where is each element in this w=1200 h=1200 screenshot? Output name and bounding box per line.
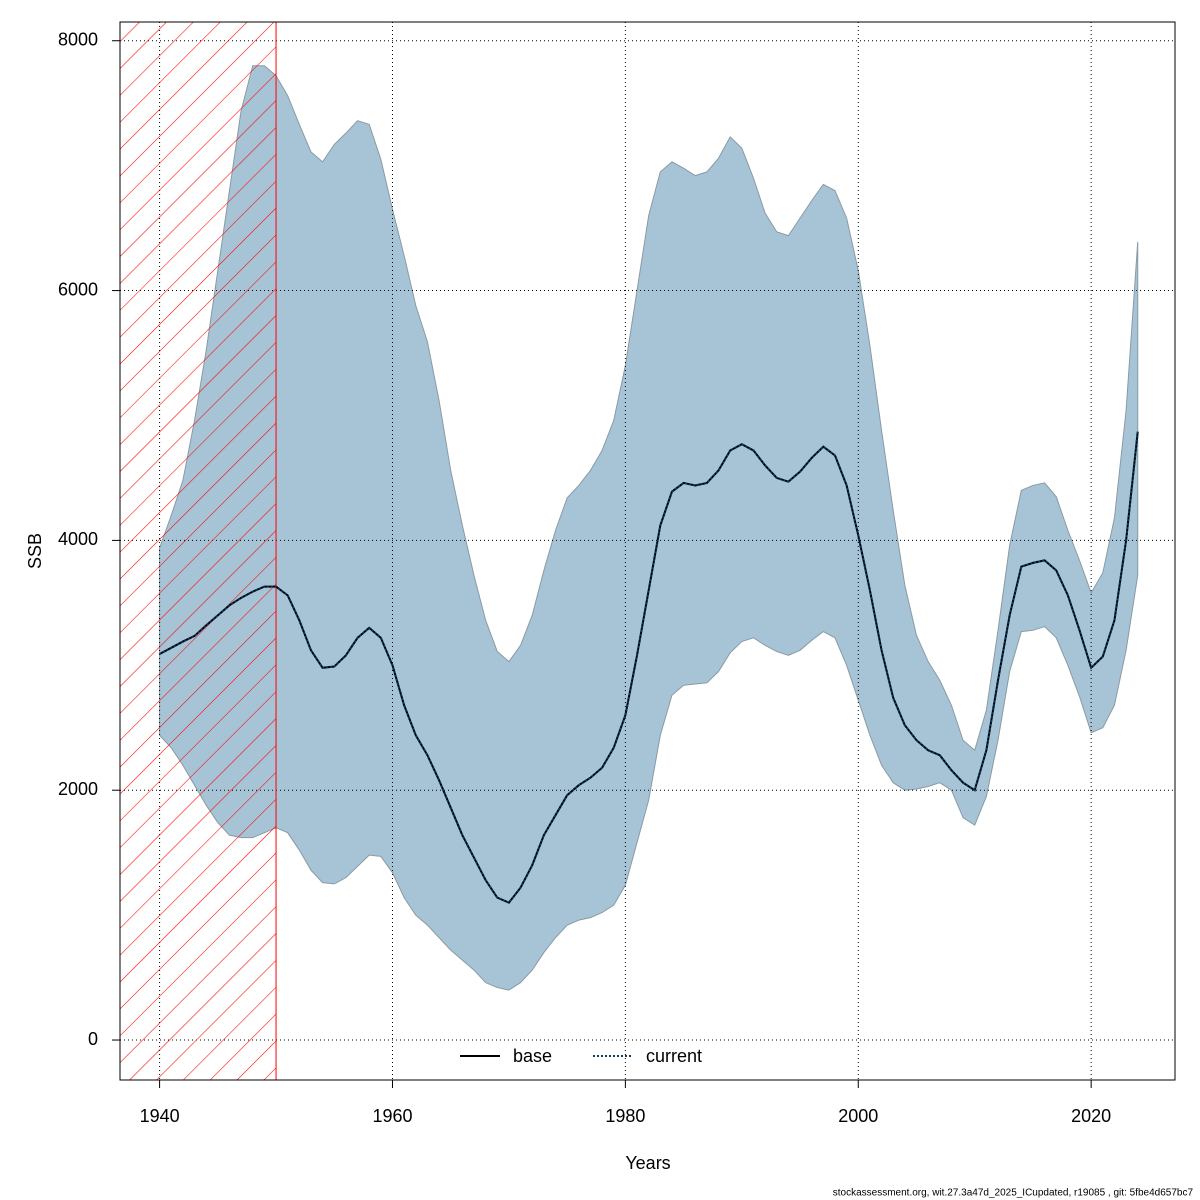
x-tick-label: 1980 bbox=[605, 1106, 645, 1126]
y-tick-label: 0 bbox=[88, 1029, 98, 1049]
footer: stockassessment.org, wit.27.3a47d_2025_I… bbox=[833, 1188, 1194, 1199]
confidence-band bbox=[159, 65, 1139, 991]
y-tick-label: 4000 bbox=[58, 529, 98, 549]
x-tick-label: 1960 bbox=[372, 1106, 412, 1126]
y-tick-label: 8000 bbox=[58, 29, 98, 49]
x-tick-label: 2000 bbox=[838, 1106, 878, 1126]
legend-label: base bbox=[513, 1046, 552, 1066]
y-axis-label: SSB bbox=[25, 533, 45, 569]
y-tick-label: 2000 bbox=[58, 779, 98, 799]
hatched-region bbox=[119, 21, 277, 1081]
plot-frame bbox=[119, 21, 1176, 1081]
x-tick-label: 1940 bbox=[140, 1106, 180, 1126]
x-tick-label: 2020 bbox=[1071, 1106, 1111, 1126]
x-axis-label: Years bbox=[625, 1153, 670, 1173]
legend-label: current bbox=[646, 1046, 702, 1066]
y-tick-label: 6000 bbox=[58, 279, 98, 299]
series-line bbox=[159, 431, 1139, 904]
